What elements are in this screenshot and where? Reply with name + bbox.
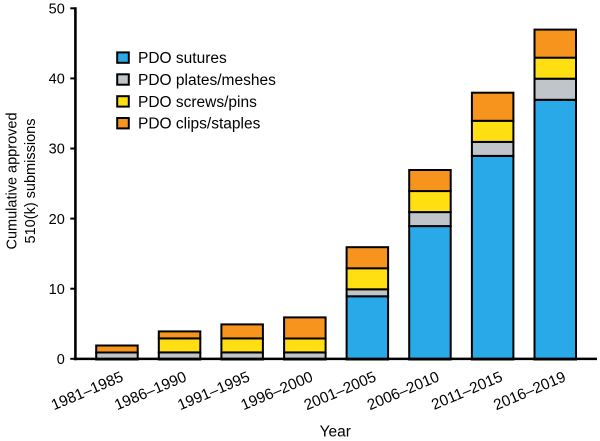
svg-text:PDO sutures: PDO sutures — [138, 50, 227, 67]
svg-text:PDO clips/staples: PDO clips/staples — [138, 116, 261, 133]
svg-text:20: 20 — [49, 212, 65, 228]
svg-text:Year: Year — [320, 423, 351, 440]
svg-text:0: 0 — [57, 352, 65, 368]
svg-text:PDO screws/pins: PDO screws/pins — [138, 94, 257, 111]
svg-text:30: 30 — [49, 142, 65, 158]
svg-text:PDO plates/meshes: PDO plates/meshes — [138, 72, 276, 89]
svg-text:50: 50 — [49, 2, 65, 18]
svg-text:40: 40 — [49, 72, 65, 88]
svg-text:Cumulative approved: Cumulative approved — [5, 112, 21, 249]
svg-text:10: 10 — [49, 282, 65, 298]
svg-text:510(k) submissions: 510(k) submissions — [23, 119, 39, 244]
